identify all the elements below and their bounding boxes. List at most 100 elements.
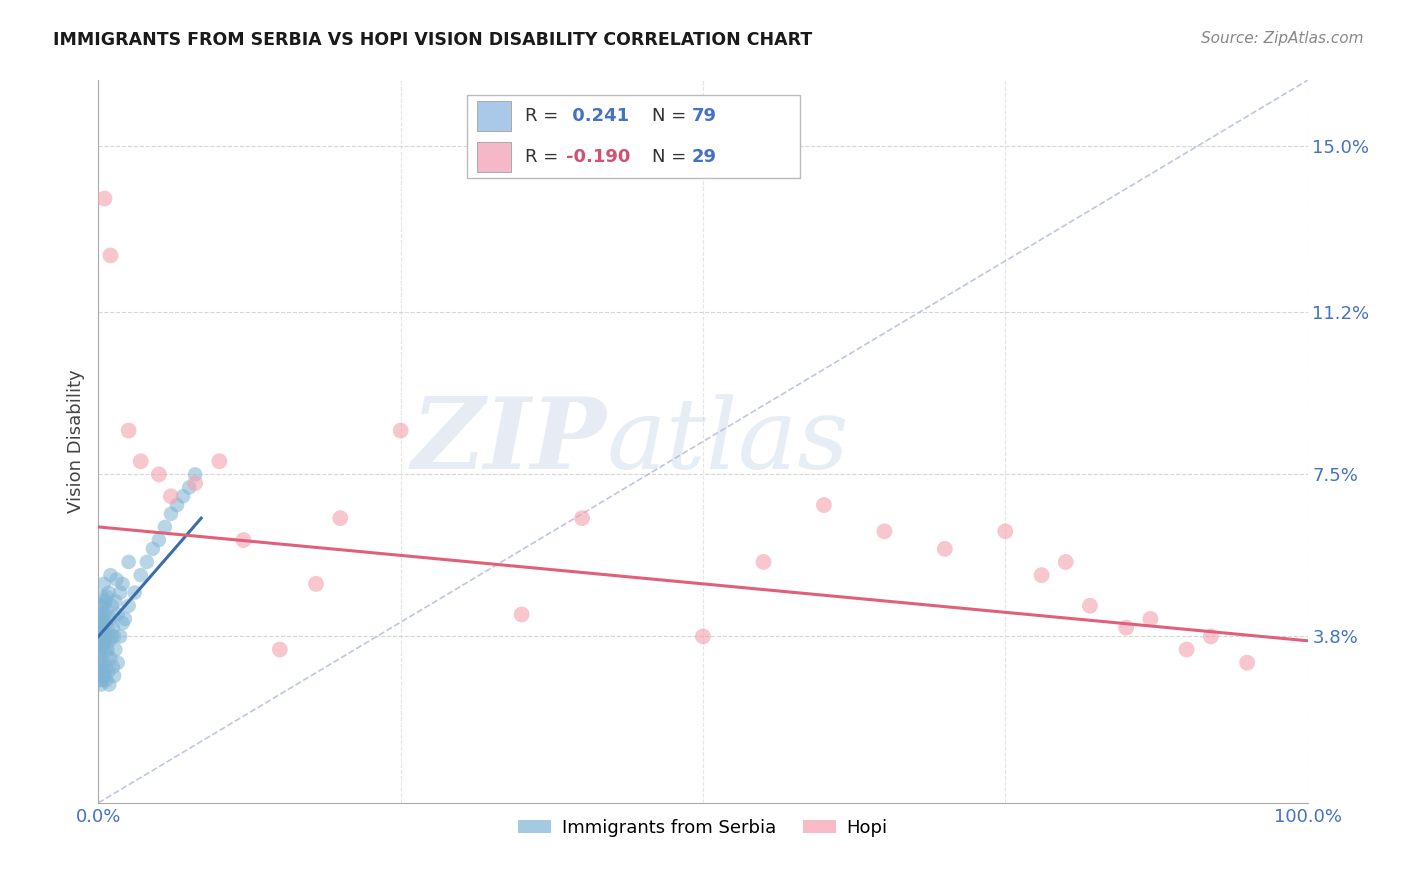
Point (269, 642, 291, 657)
Point (934, 541, 956, 556)
Point (179, 481, 201, 495)
Point (94, 594, 117, 608)
Point (232, 533, 254, 547)
Y-axis label: Vision Disability: Vision Disability (66, 369, 84, 514)
Point (148, 467, 170, 482)
Point (305, 577, 328, 591)
Text: Source: ZipAtlas.com: Source: ZipAtlas.com (1201, 31, 1364, 46)
Point (129, 568, 152, 582)
Point (103, 629, 125, 643)
Point (89, 612, 111, 626)
Text: R =: R = (526, 148, 564, 166)
Point (89, 669, 111, 683)
Point (166, 498, 188, 512)
Point (89, 665, 111, 679)
Point (101, 660, 124, 674)
Point (98, 612, 121, 626)
Point (91, 590, 114, 604)
Text: N =: N = (652, 107, 692, 125)
Point (108, 585, 131, 599)
Point (97, 585, 120, 599)
Point (172, 489, 194, 503)
Point (93, 669, 115, 683)
Point (160, 507, 183, 521)
Point (329, 511, 352, 525)
Point (90, 642, 112, 657)
FancyBboxPatch shape (477, 101, 510, 131)
Point (118, 599, 141, 613)
Point (124, 585, 146, 599)
Point (510, 607, 533, 622)
Point (93, 625, 115, 640)
Point (118, 555, 141, 569)
Point (90, 616, 112, 631)
Point (1139, 612, 1161, 626)
Point (96, 603, 118, 617)
Point (94, 629, 117, 643)
Point (89, 656, 111, 670)
Point (90, 638, 112, 652)
Point (91, 612, 114, 626)
Point (87, 642, 110, 657)
Point (91, 599, 114, 613)
Point (97, 621, 120, 635)
Point (100, 651, 122, 665)
Point (87, 673, 110, 688)
FancyBboxPatch shape (477, 142, 510, 172)
Point (89, 633, 111, 648)
Point (111, 577, 134, 591)
Point (98, 633, 121, 648)
Point (96, 590, 118, 604)
Point (160, 489, 183, 503)
Point (90, 625, 112, 640)
Point (90, 607, 112, 622)
Point (104, 642, 127, 657)
Point (91, 673, 114, 688)
Point (1199, 629, 1222, 643)
Point (692, 629, 714, 643)
Point (89, 621, 111, 635)
Point (89, 629, 111, 643)
Point (90, 677, 112, 691)
Point (1175, 642, 1198, 657)
Point (107, 607, 129, 622)
Legend: Immigrants from Serbia, Hopi: Immigrants from Serbia, Hopi (512, 812, 894, 845)
Point (184, 476, 207, 491)
Point (994, 524, 1017, 539)
Text: -0.190: -0.190 (567, 148, 631, 166)
Point (94, 660, 117, 674)
Point (93, 633, 115, 648)
Point (100, 248, 122, 262)
Point (93, 577, 115, 591)
FancyBboxPatch shape (467, 95, 800, 178)
Point (1236, 656, 1258, 670)
Text: 0.241: 0.241 (567, 107, 630, 125)
Point (153, 520, 176, 534)
Point (94, 633, 117, 648)
Point (90, 660, 112, 674)
Point (105, 573, 128, 587)
Point (1031, 568, 1053, 582)
Point (1115, 621, 1137, 635)
Point (96, 673, 118, 688)
Point (91, 621, 114, 635)
Point (389, 424, 412, 438)
Point (873, 524, 896, 539)
Point (208, 454, 231, 468)
Text: R =: R = (526, 107, 564, 125)
Point (98, 677, 121, 691)
Point (100, 629, 122, 643)
Point (93, 656, 115, 670)
Point (114, 612, 136, 626)
Point (571, 511, 593, 525)
Point (93, 192, 115, 206)
Point (91, 629, 114, 643)
Point (100, 599, 122, 613)
Point (108, 629, 131, 643)
Point (96, 642, 118, 657)
Text: 29: 29 (692, 148, 717, 166)
Point (107, 656, 129, 670)
Point (91, 665, 114, 679)
Point (94, 616, 117, 631)
Point (1078, 599, 1101, 613)
